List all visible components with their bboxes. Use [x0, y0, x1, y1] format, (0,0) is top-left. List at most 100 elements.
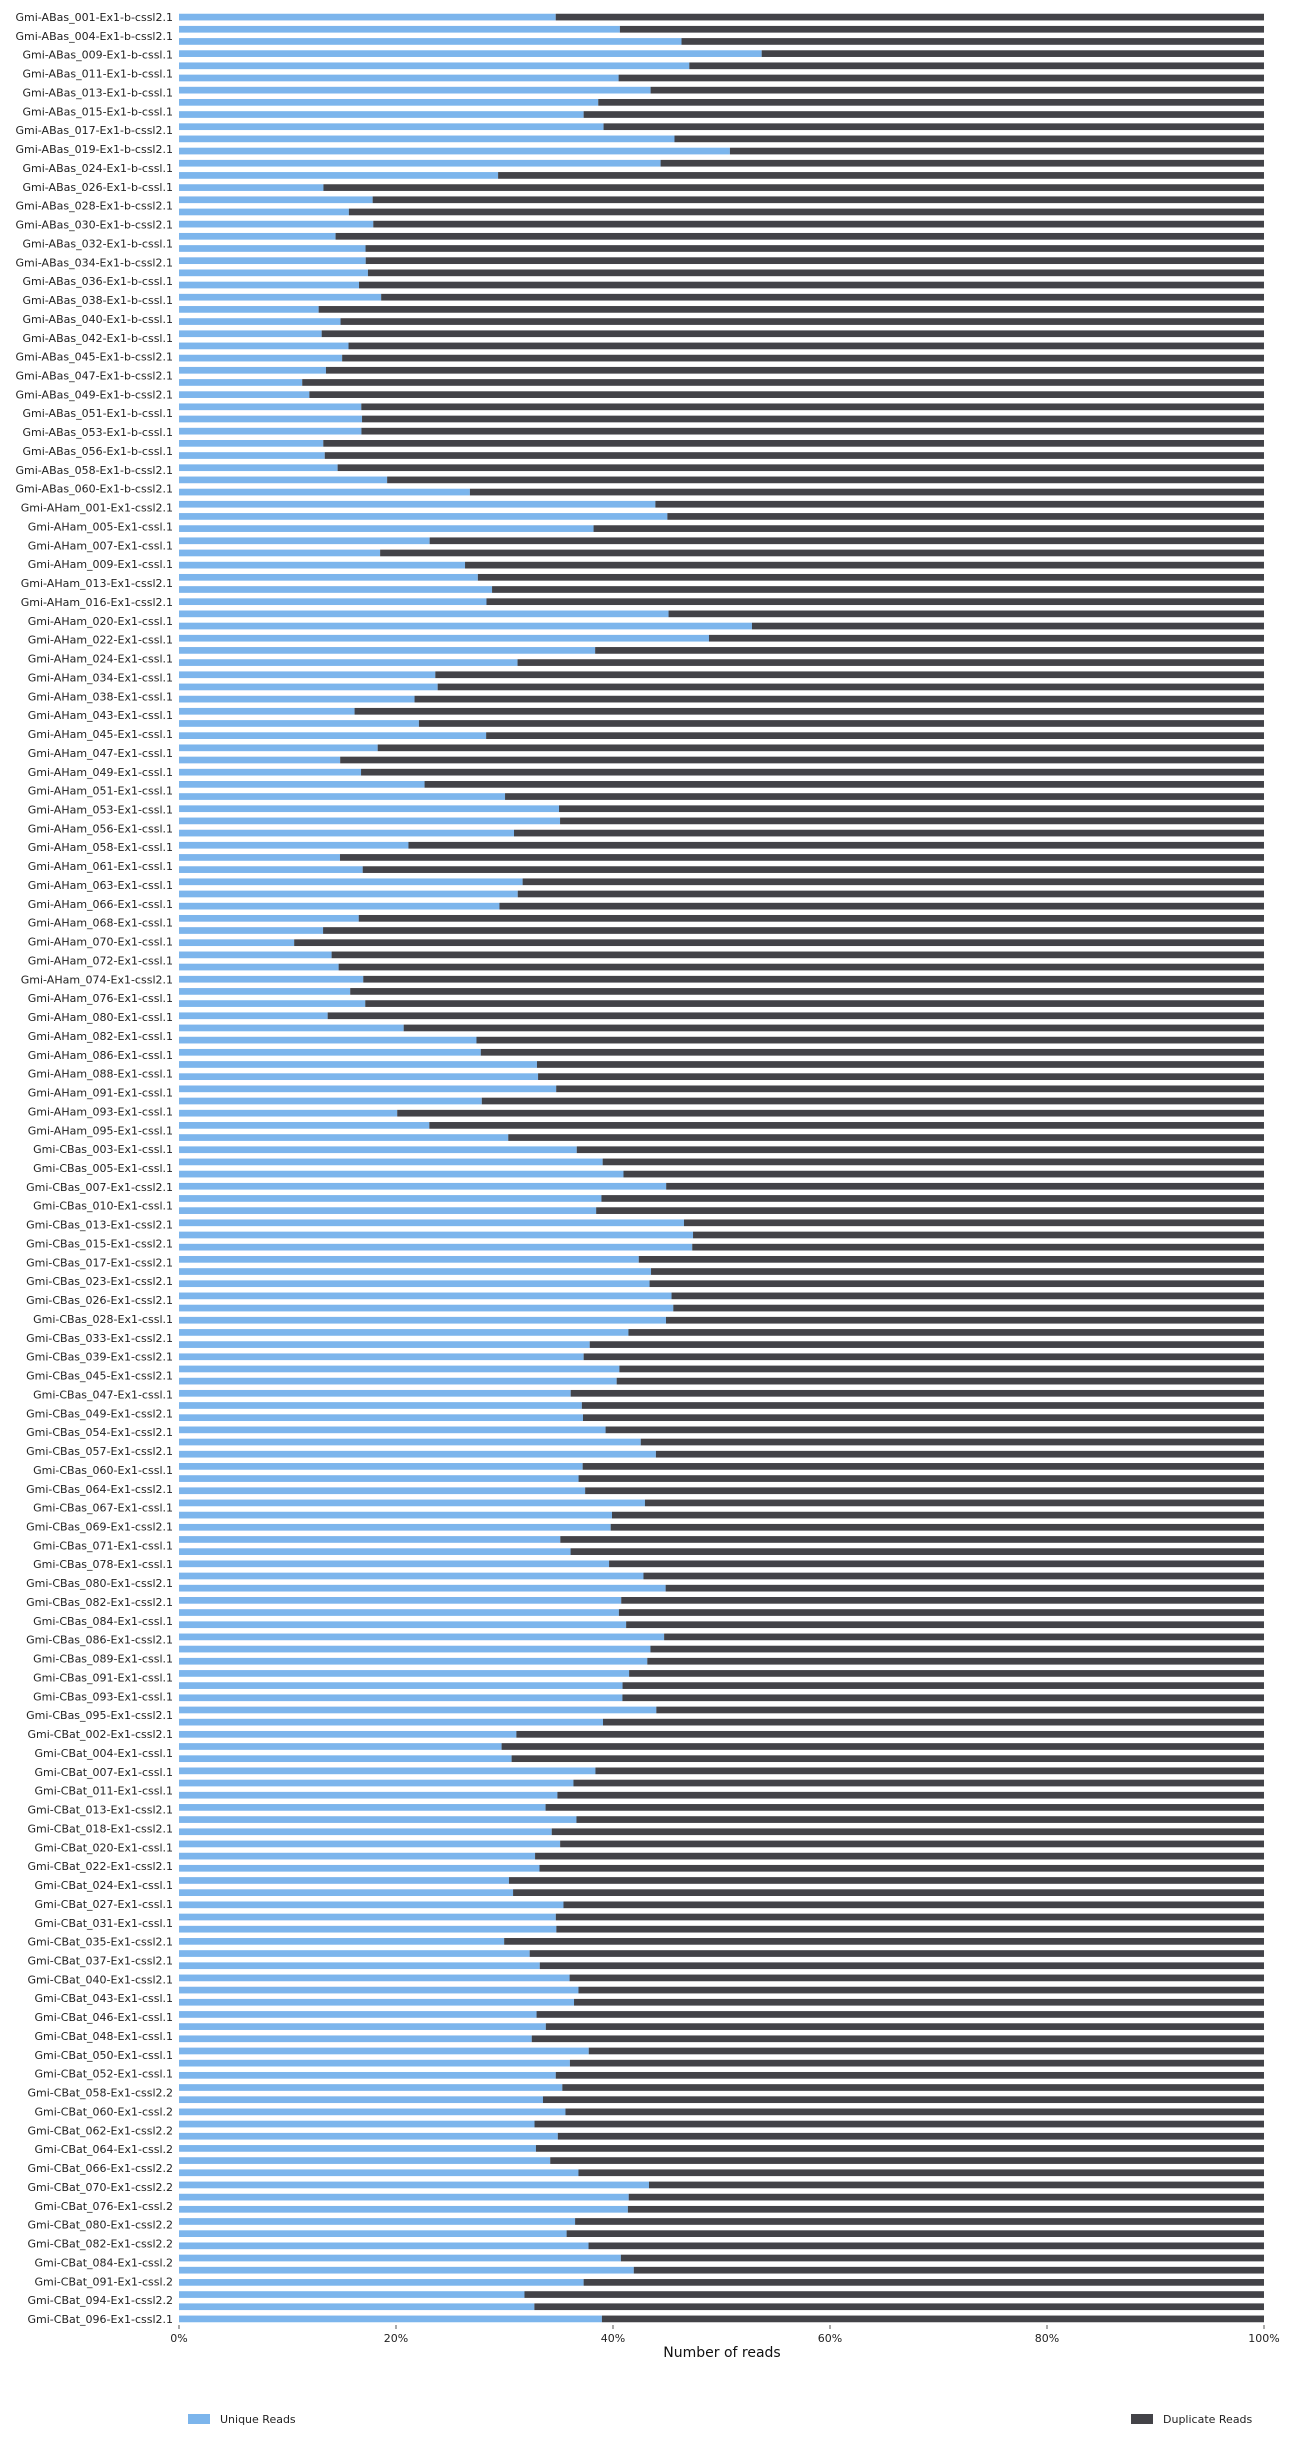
bar-row — [179, 707, 1264, 715]
bar-unique-reads — [179, 2279, 584, 2286]
bar-row — [179, 878, 1264, 886]
y-tick-label: Gmi-ABas_026-Ex1-b-cssl.1 — [23, 181, 173, 194]
bar-unique-reads — [179, 1938, 505, 1945]
bar-duplicate-reads — [504, 1938, 1264, 1945]
bar-duplicate-reads — [666, 1182, 1264, 1190]
bar-row — [179, 793, 1264, 800]
bar-unique-reads — [179, 805, 560, 813]
bar-duplicate-reads — [574, 1998, 1264, 2006]
bar-row — [179, 123, 1264, 131]
bar-duplicate-reads — [365, 257, 1264, 265]
bar-duplicate-reads — [589, 1341, 1264, 1348]
bar-unique-reads — [179, 586, 493, 593]
bar-unique-reads — [179, 366, 326, 374]
bar-row — [179, 257, 1264, 265]
bar-unique-reads — [179, 549, 381, 557]
y-tick-label: Gmi-AHam_001-Ex1-cssl2.1 — [21, 502, 173, 515]
y-tick-label: Gmi-ABas_045-Ex1-b-cssl2.1 — [16, 351, 173, 364]
y-tick-label: Gmi-CBat_031-Ex1-cssl.1 — [35, 1917, 174, 1930]
bar-unique-reads — [179, 379, 303, 386]
bar-duplicate-reads — [655, 500, 1264, 508]
bar-unique-reads — [179, 1718, 604, 1726]
bar-unique-reads — [179, 854, 340, 861]
bar-row — [179, 1463, 1264, 1470]
y-tick-label: Gmi-AHam_047-Ex1-cssl.1 — [28, 747, 173, 760]
bar-duplicate-reads — [588, 2047, 1264, 2055]
bar-duplicate-reads — [534, 2303, 1264, 2311]
bar-duplicate-reads — [387, 476, 1265, 484]
bar-duplicate-reads — [665, 1584, 1264, 1592]
bar-unique-reads — [179, 1170, 624, 1178]
bar-unique-reads — [179, 829, 514, 837]
bar-unique-reads — [179, 172, 499, 179]
bar-duplicate-reads — [429, 1122, 1264, 1129]
bar-row — [179, 1536, 1264, 1543]
bar-unique-reads — [179, 1694, 623, 1702]
bar-duplicate-reads — [516, 1730, 1264, 1738]
bar-unique-reads — [179, 354, 343, 362]
bar-row — [179, 452, 1265, 459]
legend-item-duplicate[interactable]: Duplicate Reads — [1131, 2413, 1253, 2426]
bar-duplicate-reads — [323, 927, 1264, 934]
bar-row — [179, 1938, 1264, 1945]
bar-unique-reads — [179, 1122, 430, 1129]
bar-unique-reads — [179, 537, 430, 545]
bar-duplicate-reads — [581, 1402, 1264, 1409]
bar-duplicate-reads — [365, 245, 1264, 252]
bars-layer — [179, 13, 1265, 2323]
bar-row — [179, 525, 1264, 532]
bar-duplicate-reads — [338, 963, 1264, 971]
bar-row — [179, 318, 1264, 325]
bar-duplicate-reads — [689, 62, 1264, 70]
bar-duplicate-reads — [628, 2193, 1264, 2201]
bar-duplicate-reads — [476, 1036, 1264, 1044]
bar-unique-reads — [179, 1000, 366, 1007]
bar-unique-reads — [179, 2181, 649, 2189]
bar-duplicate-reads — [656, 1706, 1264, 1714]
y-tick-label: Gmi-AHam_056-Ex1-cssl.1 — [28, 822, 173, 835]
y-tick-label: Gmi-CBas_089-Ex1-cssl.1 — [33, 1653, 173, 1666]
bar-unique-reads — [179, 1414, 583, 1422]
bar-duplicate-reads — [517, 659, 1264, 666]
bar-row — [179, 1243, 1264, 1251]
bar-duplicate-reads — [593, 525, 1264, 532]
y-tick-label: Gmi-AHam_005-Ex1-cssl.1 — [28, 520, 173, 533]
bar-row — [179, 2011, 1264, 2018]
y-tick-label: Gmi-AHam_049-Ex1-cssl.1 — [28, 766, 173, 779]
bar-unique-reads — [179, 500, 656, 508]
bar-row — [179, 1438, 1264, 1446]
y-tick-label: Gmi-ABas_030-Ex1-b-cssl2.1 — [16, 219, 173, 232]
bar-row — [179, 1341, 1264, 1348]
bar-unique-reads — [179, 403, 362, 411]
bar-row — [179, 2218, 1264, 2225]
bar-duplicate-reads — [570, 1389, 1264, 1397]
bar-duplicate-reads — [555, 1913, 1264, 1921]
bar-row — [179, 38, 1264, 45]
bar-duplicate-reads — [362, 415, 1264, 423]
bar-unique-reads — [179, 1767, 596, 1775]
bar-unique-reads — [179, 318, 341, 325]
bar-duplicate-reads — [555, 13, 1264, 21]
bar-row — [179, 988, 1264, 995]
bar-duplicate-reads — [610, 1523, 1264, 1531]
bar-unique-reads — [179, 573, 478, 581]
bar-duplicate-reads — [621, 1597, 1264, 1604]
bar-duplicate-reads — [643, 1572, 1264, 1580]
bar-unique-reads — [179, 62, 690, 70]
y-tick-label: Gmi-CBat_037-Ex1-cssl2.1 — [28, 1954, 174, 1967]
bar-row — [179, 184, 1265, 191]
bar-duplicate-reads — [327, 1012, 1264, 1020]
legend-item-unique[interactable]: Unique Reads — [188, 2413, 296, 2426]
bar-duplicate-reads — [601, 1195, 1264, 1202]
bar-unique-reads — [179, 1389, 571, 1397]
bar-row — [179, 2157, 1264, 2164]
bar-unique-reads — [179, 452, 325, 459]
bar-duplicate-reads — [335, 232, 1265, 240]
y-tick-label: Gmi-CBas_071-Ex1-cssl.1 — [33, 1539, 173, 1552]
bar-duplicate-reads — [380, 549, 1264, 557]
bar-duplicate-reads — [602, 1158, 1264, 1166]
bar-unique-reads — [179, 902, 500, 910]
bar-unique-reads — [179, 2157, 551, 2164]
y-tick-label: Gmi-AHam_016-Ex1-cssl2.1 — [21, 596, 173, 609]
bar-row — [179, 829, 1264, 837]
